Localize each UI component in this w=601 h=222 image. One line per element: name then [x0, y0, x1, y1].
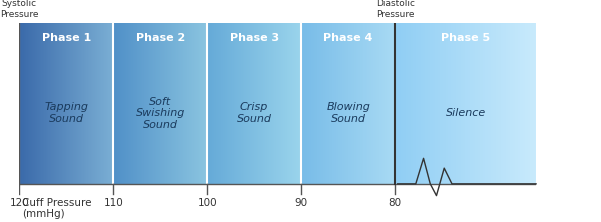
Text: Phase 5: Phase 5 [441, 33, 490, 43]
Text: Systolic
Pressure: Systolic Pressure [0, 0, 38, 19]
Text: Soft
Swishing
Sound: Soft Swishing Sound [135, 97, 185, 130]
Text: Silence: Silence [561, 107, 601, 120]
Text: Diastolic
Pressure: Diastolic Pressure [376, 0, 415, 19]
Text: 80: 80 [389, 198, 401, 208]
Text: Phase 1: Phase 1 [41, 33, 91, 43]
Text: 100: 100 [197, 198, 217, 208]
Text: Tapping
Sound: Tapping Sound [44, 102, 88, 124]
Text: Phase 4: Phase 4 [323, 33, 373, 43]
Text: Silence: Silence [445, 108, 486, 118]
Text: 120: 120 [10, 198, 29, 208]
Text: 110: 110 [103, 198, 123, 208]
Text: Crisp
Sound: Crisp Sound [237, 102, 272, 124]
Text: Cuff Pressure
(mmHg): Cuff Pressure (mmHg) [22, 198, 91, 219]
Text: Phase 2: Phase 2 [136, 33, 185, 43]
Text: 90: 90 [294, 198, 308, 208]
Text: Phase 3: Phase 3 [230, 33, 279, 43]
Text: Blowing
Sound: Blowing Sound [326, 102, 370, 124]
